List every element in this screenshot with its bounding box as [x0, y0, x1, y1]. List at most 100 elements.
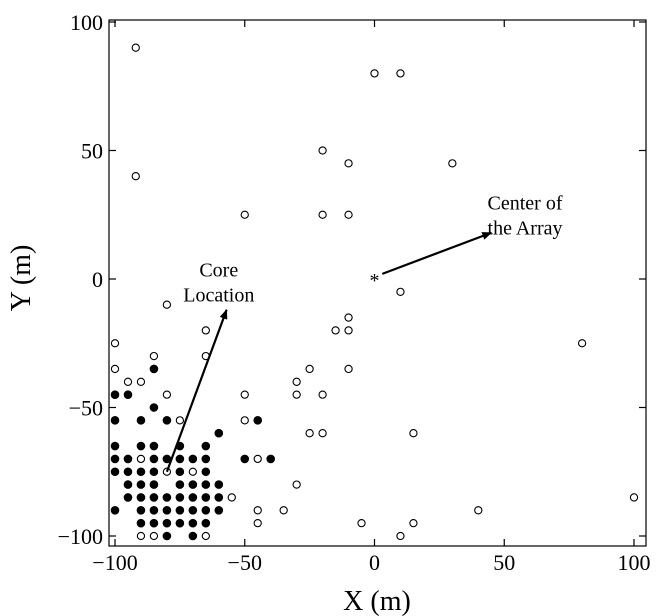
x-tick-label: 0	[369, 550, 380, 575]
open-station-point	[305, 429, 314, 438]
filled-station-point	[201, 467, 211, 477]
open-station-point	[396, 287, 405, 296]
filled-station-point	[123, 467, 133, 477]
annotation-arrow	[381, 231, 493, 275]
annotation-text: Core	[199, 259, 238, 281]
open-station-point	[396, 531, 405, 541]
y-tick-label: 50	[81, 139, 103, 164]
filled-station-point	[162, 506, 172, 515]
open-station-point	[136, 531, 146, 541]
filled-station-point	[123, 390, 133, 399]
x-tick-label: 100	[618, 550, 651, 575]
open-station-point	[131, 43, 140, 52]
y-tick-label: −50	[69, 396, 103, 421]
filled-station-point	[149, 518, 159, 528]
open-station-point	[318, 429, 327, 438]
open-station-point	[131, 172, 140, 181]
filled-station-point	[214, 428, 224, 438]
y-tick-label: −100	[58, 524, 103, 549]
open-station-point	[370, 69, 379, 78]
filled-station-point	[201, 518, 211, 528]
filled-station-point	[136, 493, 146, 502]
open-station-point	[292, 480, 301, 489]
filled-station-point	[136, 416, 146, 425]
plot-frame	[108, 19, 647, 547]
filled-station-point	[162, 518, 172, 528]
open-station-point	[344, 313, 353, 322]
filled-station-point	[175, 506, 185, 515]
open-station-point	[136, 454, 146, 464]
filled-station-point	[201, 506, 211, 515]
filled-station-point	[214, 493, 224, 502]
annotation-arrow	[165, 308, 228, 473]
filled-station-point	[110, 454, 120, 464]
filled-station-point	[136, 480, 146, 489]
open-station-point	[149, 531, 159, 541]
open-station-point	[305, 364, 314, 374]
filled-station-point	[253, 416, 263, 425]
filled-station-point	[214, 480, 224, 489]
open-station-point	[240, 210, 249, 219]
filled-station-point	[175, 467, 185, 477]
filled-station-point	[201, 454, 211, 464]
open-station-point	[292, 377, 301, 386]
filled-station-point	[149, 403, 159, 412]
filled-station-point	[175, 518, 185, 528]
marks-group: *	[110, 43, 639, 541]
filled-station-point	[188, 493, 198, 502]
open-station-point	[448, 159, 457, 168]
filled-station-point	[188, 454, 198, 464]
filled-station-point	[201, 493, 211, 502]
open-station-point	[577, 339, 587, 348]
filled-station-point	[175, 454, 185, 464]
filled-station-point	[123, 480, 133, 489]
x-tick-label: −50	[228, 550, 262, 575]
filled-station-point	[149, 493, 159, 502]
filled-station-point	[149, 506, 159, 515]
open-station-point	[253, 454, 262, 464]
filled-station-point	[175, 480, 185, 489]
filled-station-point	[162, 493, 172, 502]
filled-station-point	[110, 506, 120, 515]
open-station-point	[474, 506, 483, 515]
open-station-point	[110, 364, 120, 374]
filled-station-point	[188, 506, 198, 515]
filled-station-point	[149, 364, 159, 374]
filled-station-point	[240, 454, 250, 464]
open-station-point	[344, 364, 353, 374]
open-station-point	[175, 416, 185, 425]
filled-station-point	[110, 467, 120, 477]
open-station-point	[279, 506, 288, 515]
y-tick-label: 100	[70, 10, 103, 35]
x-tick-label: −100	[92, 550, 137, 575]
open-station-point	[201, 326, 210, 335]
filled-station-point	[201, 441, 211, 451]
filled-station-point	[149, 441, 159, 451]
open-station-point	[344, 326, 353, 335]
filled-station-point	[123, 493, 133, 502]
filled-station-point	[162, 416, 172, 425]
filled-station-point	[175, 493, 185, 502]
open-station-point	[318, 210, 327, 219]
filled-station-point	[188, 531, 198, 541]
open-station-point	[344, 159, 353, 168]
filled-station-point	[149, 480, 159, 489]
annotations-group: Core Location Center of the Array	[165, 193, 563, 473]
open-station-point	[201, 531, 210, 541]
open-station-point	[409, 429, 418, 438]
open-station-point	[629, 493, 639, 502]
filled-station-point	[266, 454, 276, 464]
open-station-point	[318, 390, 327, 399]
open-station-point	[253, 506, 262, 515]
open-station-point	[162, 300, 172, 309]
filled-station-point	[110, 416, 120, 425]
filled-station-point	[149, 454, 159, 464]
open-station-point	[110, 339, 120, 348]
open-station-point	[357, 519, 366, 528]
filled-station-point	[214, 506, 224, 515]
filled-station-point	[110, 441, 120, 451]
open-station-point	[253, 519, 262, 528]
open-station-point	[149, 351, 159, 361]
open-station-point	[240, 416, 249, 425]
filled-station-point	[136, 467, 146, 477]
